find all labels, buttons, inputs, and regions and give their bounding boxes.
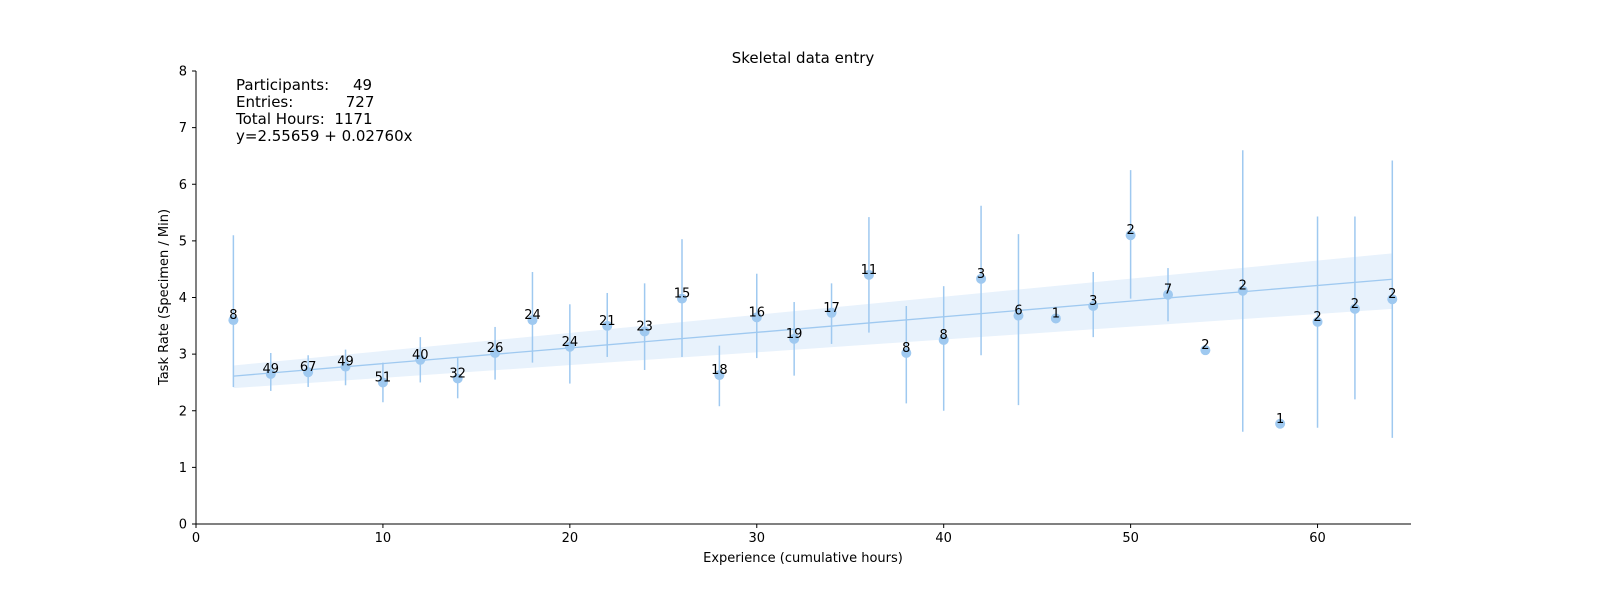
data-point [1163,289,1173,300]
point-count-label: 51 [375,370,392,385]
data-point [714,370,725,381]
data-point [938,334,949,345]
point-count-label: 67 [300,360,317,375]
data-point [789,333,800,344]
point-count-label: 8 [902,341,910,356]
data-point [1200,345,1211,356]
point-count-label: 6 [1014,304,1022,319]
data-point [490,347,501,358]
point-count-label: 3 [977,267,985,282]
point-count-label: 26 [487,341,504,356]
y-tick-label: 8 [179,65,187,80]
data-point [826,307,837,318]
data-point [265,368,276,379]
point-count-label: 32 [449,366,466,381]
data-point [639,326,650,337]
data-point [1387,294,1398,305]
point-count-label: 2 [1239,279,1247,294]
x-axis-label: Experience (cumulative hours) [703,551,903,566]
point-count-label: 11 [861,263,878,278]
y-tick-label: 0 [179,518,187,533]
data-point [976,273,987,284]
point-count-label: 16 [748,305,765,320]
point-count-label: 18 [711,363,728,378]
point-count-label: 2 [1351,297,1359,312]
data-point [452,373,463,384]
stats-entries: Entries: 727 [236,93,374,111]
x-tick-label: 40 [935,531,952,546]
point-count-label: 1 [1276,412,1284,427]
data-point [1237,285,1248,296]
data-point [1312,316,1323,327]
data-point [602,320,613,331]
point-count-label: 3 [1089,294,1097,309]
data-point [377,377,388,388]
x-tick-label: 30 [748,531,765,546]
data-point [901,347,912,358]
y-tick-label: 5 [179,234,187,249]
x-tick-label: 50 [1122,531,1139,546]
data-point [1013,310,1024,321]
data-point [527,315,538,326]
data-point [1349,303,1360,314]
y-axis-label: Task Rate (Specimen / Min) [157,209,172,386]
x-tick-label: 20 [562,531,579,546]
point-count-label: 49 [337,355,354,370]
point-count-label: 2 [1126,223,1134,238]
point-count-label: 17 [823,301,840,316]
data-point [303,367,314,378]
confidence-band [233,253,1393,389]
point-count-label: 8 [229,308,237,323]
chart-title: Skeletal data entry [732,49,875,67]
point-count-label: 2 [1313,310,1321,325]
point-count-label: 15 [674,287,691,302]
point-count-label: 24 [562,335,579,350]
point-count-label: 2 [1201,338,1209,353]
y-tick-label: 7 [179,121,187,136]
fit-line-layer [233,278,1393,377]
point-count-label: 24 [524,308,541,323]
y-tick-label: 3 [179,348,187,363]
data-point [1050,313,1061,324]
regression-fit-line [233,278,1393,377]
y-tick-label: 4 [179,291,187,306]
y-tick-label: 6 [179,178,187,193]
point-count-label: 19 [786,327,803,342]
data-point [564,341,575,352]
point-count-label: 40 [412,348,429,363]
x-tick-label: 0 [192,531,200,546]
point-count-label: 49 [262,362,279,377]
data-point [228,315,239,326]
point-count-label: 23 [636,319,653,334]
point-count-label: 7 [1164,283,1172,298]
stats-total-hours: Total Hours: 1171 [235,110,373,128]
confidence-band-layer [233,253,1393,389]
stats-participants: Participants: 49 [236,76,372,94]
x-tick-label: 10 [375,531,392,546]
y-tick-label: 1 [179,461,187,476]
data-points-layer [228,230,1398,429]
y-tick-label: 2 [179,404,187,419]
data-point [1275,418,1286,429]
data-point [340,361,351,372]
stats-regression-equation: y=2.55659 + 0.02760x [236,127,413,145]
data-point [677,293,687,304]
data-point [1125,230,1136,241]
data-point [863,269,874,280]
x-tick-label: 60 [1309,531,1326,546]
data-point [415,354,426,365]
point-count-label: 1 [1052,306,1060,321]
point-count-label: 21 [599,314,616,329]
point-count-label: 8 [940,328,948,343]
y-axis-ticks: 0 1 2 3 4 5 6 7 8 [179,65,196,533]
stats-annotation: Participants: 49 Entries: 727 Total Hour… [235,76,413,145]
data-point [751,312,762,323]
data-point [1088,300,1099,311]
point-count-label: 2 [1388,287,1396,302]
x-axis-ticks: 0 10 20 30 40 50 60 [192,524,1326,546]
